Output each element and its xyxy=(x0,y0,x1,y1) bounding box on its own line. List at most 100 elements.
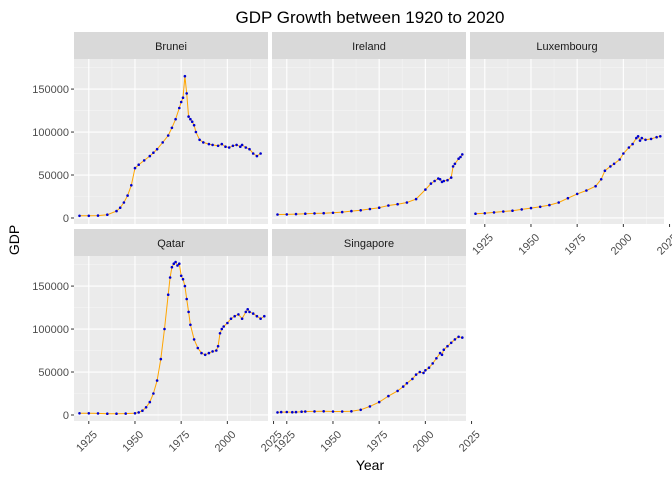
data-point xyxy=(246,308,249,311)
data-point xyxy=(148,400,152,404)
data-point xyxy=(575,192,579,196)
data-point xyxy=(635,136,638,140)
data-point xyxy=(198,138,201,142)
data-point xyxy=(179,100,183,104)
data-point xyxy=(304,410,307,413)
data-point xyxy=(438,351,442,355)
data-point xyxy=(609,165,612,168)
x-tick-label: 1975 xyxy=(167,429,193,455)
data-point xyxy=(166,134,170,137)
data-point xyxy=(368,405,372,408)
data-point xyxy=(240,317,244,321)
data-point xyxy=(387,204,390,207)
data-point xyxy=(263,314,266,318)
x-tick-label: 2000 xyxy=(411,429,437,455)
panel-background xyxy=(272,59,466,224)
data-point xyxy=(300,410,303,414)
data-point xyxy=(276,213,279,216)
data-point xyxy=(224,145,227,148)
data-point xyxy=(313,212,316,215)
data-point xyxy=(511,209,514,212)
data-point xyxy=(174,117,177,121)
data-point xyxy=(218,332,222,335)
y-tick-label: 0 xyxy=(63,410,69,422)
data-point xyxy=(405,201,409,204)
data-point xyxy=(178,106,181,110)
series-line-ireland xyxy=(277,154,463,215)
data-point xyxy=(189,323,192,327)
data-point xyxy=(220,142,224,146)
data-point xyxy=(133,166,137,170)
data-point xyxy=(350,410,353,413)
data-point xyxy=(618,158,621,161)
data-point xyxy=(233,314,236,318)
data-point xyxy=(211,143,214,147)
data-point xyxy=(115,209,118,213)
facet-strip-label: Ireland xyxy=(352,41,386,53)
data-point xyxy=(659,135,662,138)
x-axis-title: Year xyxy=(356,457,385,473)
data-point xyxy=(141,409,144,413)
data-point xyxy=(166,293,170,297)
facet-strip-label: Qatar xyxy=(157,238,185,250)
facet-panel-luxembourg: Luxembourg 1925 1950 1975 2000 2025 xyxy=(470,32,672,258)
data-point xyxy=(137,163,140,166)
facet-strip xyxy=(272,32,466,59)
data-point xyxy=(411,377,414,381)
data-point xyxy=(279,410,283,414)
data-point xyxy=(207,142,211,146)
data-point xyxy=(183,284,187,288)
data-point xyxy=(137,411,140,414)
data-point xyxy=(433,179,436,183)
data-point xyxy=(492,211,496,214)
x-tick-label: 2025 xyxy=(457,429,483,455)
y-tick-label: 100000 xyxy=(32,324,69,336)
data-point xyxy=(192,123,196,127)
y-tick-label: 50000 xyxy=(38,367,69,379)
data-point xyxy=(144,406,148,409)
x-tick-label: 1975 xyxy=(563,232,589,258)
data-point xyxy=(285,410,289,414)
data-point xyxy=(529,206,533,210)
chart-title: GDP Growth between 1920 to 2020 xyxy=(235,8,504,27)
data-point xyxy=(168,276,172,279)
data-point xyxy=(636,135,640,138)
data-point xyxy=(429,182,433,185)
data-point xyxy=(152,392,155,395)
data-point xyxy=(340,210,344,214)
data-point xyxy=(387,394,390,398)
data-point xyxy=(96,214,100,217)
data-point xyxy=(401,385,405,388)
data-point xyxy=(649,137,653,141)
data-point xyxy=(106,412,109,416)
data-point xyxy=(239,145,242,148)
data-point xyxy=(244,146,248,149)
data-point xyxy=(557,201,560,204)
y-tick-label: 0 xyxy=(63,213,69,225)
data-point xyxy=(133,412,137,415)
data-point xyxy=(313,410,316,413)
data-point xyxy=(248,310,251,314)
data-point xyxy=(418,370,422,374)
data-point xyxy=(638,139,642,142)
data-point xyxy=(227,146,231,149)
panel-background xyxy=(470,59,664,224)
data-point xyxy=(548,203,551,207)
x-tick-label: 1975 xyxy=(365,429,391,455)
facet-panels: Brunei 0 50000 100000 150000 Ireland Luxembour… xyxy=(32,32,672,455)
data-point xyxy=(130,184,133,187)
facet-panel-ireland: Ireland xyxy=(272,32,466,224)
data-point xyxy=(449,341,453,345)
data-point xyxy=(202,141,205,144)
data-point xyxy=(126,194,129,197)
data-point xyxy=(359,408,363,412)
data-point xyxy=(449,176,453,179)
y-tick-label: 100000 xyxy=(32,127,69,139)
facet-strip xyxy=(74,229,268,256)
data-point xyxy=(427,366,431,370)
data-point xyxy=(122,201,126,204)
data-point xyxy=(170,265,174,269)
data-point xyxy=(211,350,214,353)
data-point xyxy=(185,297,188,301)
